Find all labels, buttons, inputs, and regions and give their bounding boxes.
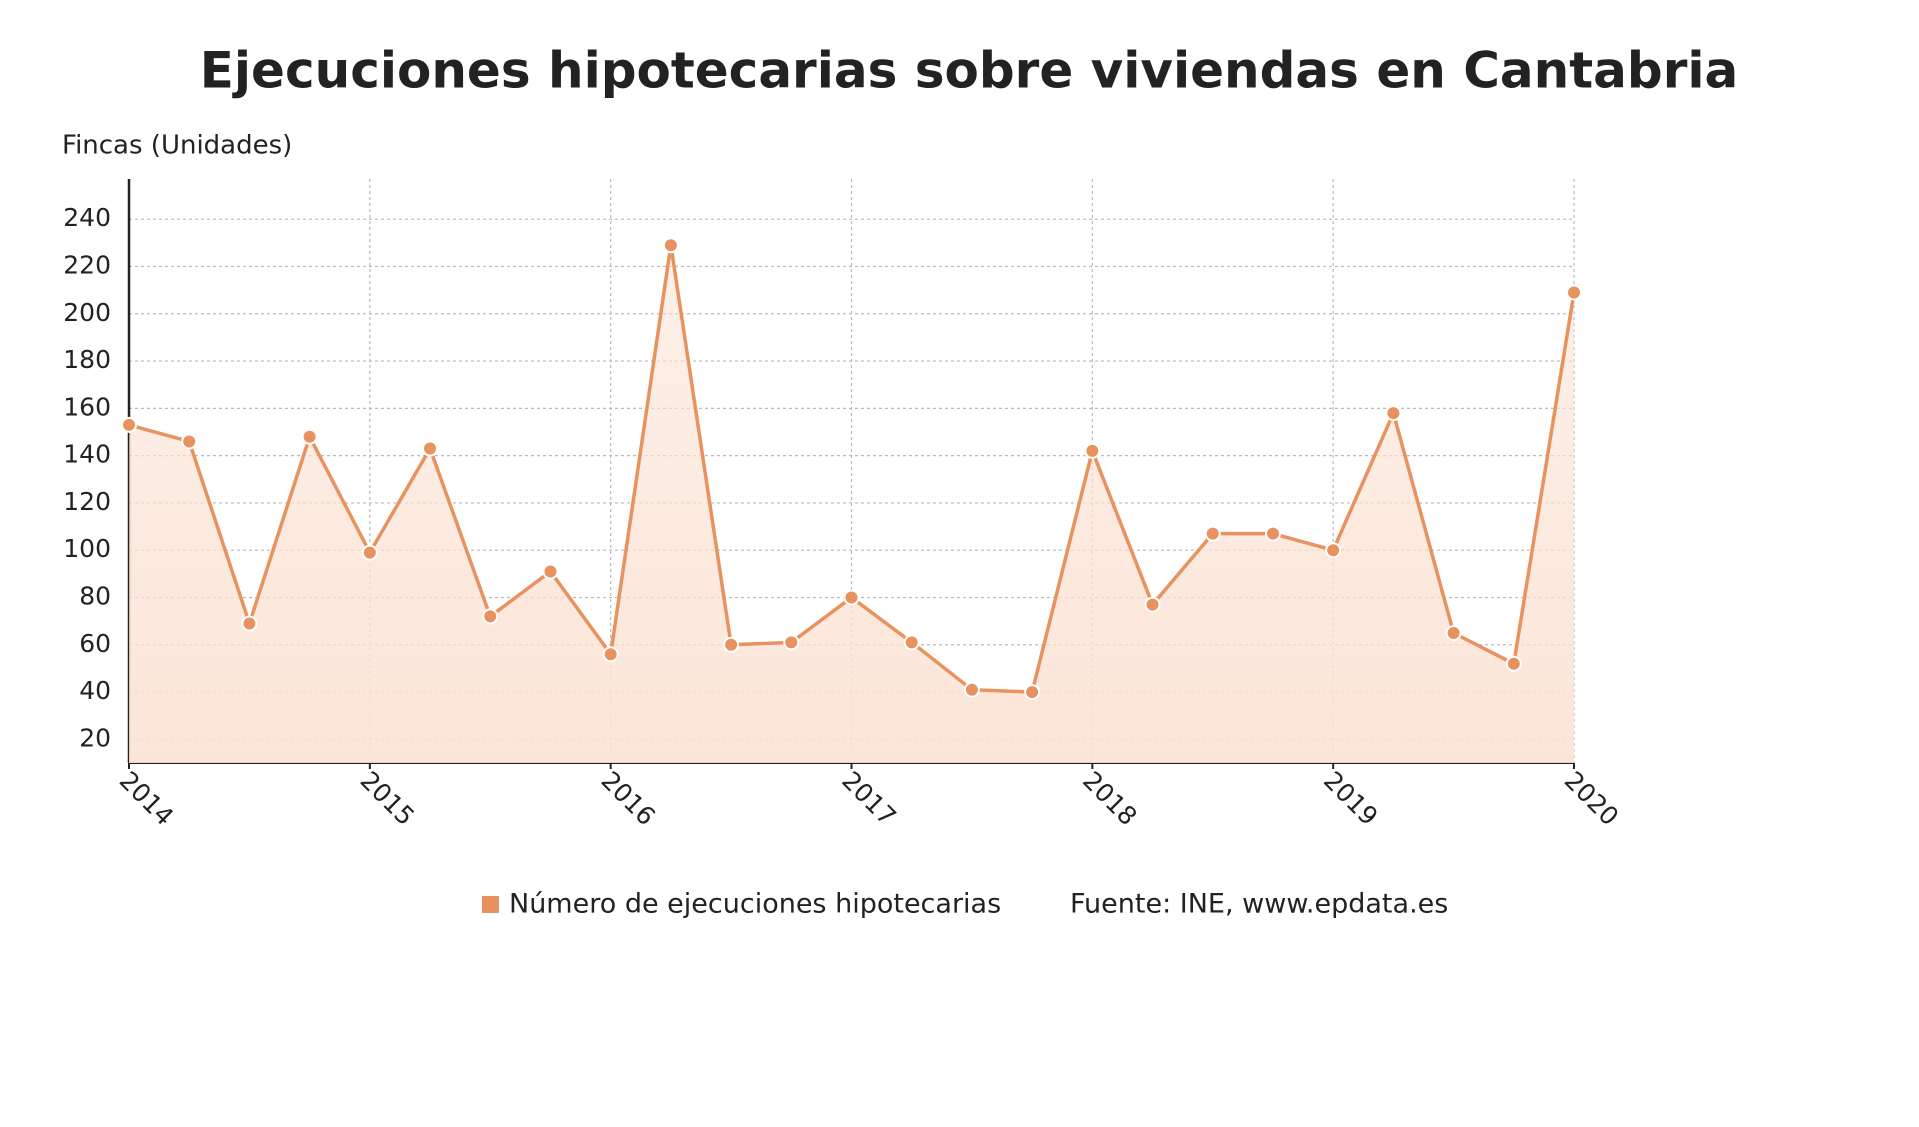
x-tick-label: 2020	[1559, 766, 1624, 831]
y-tick-label: 220	[63, 250, 111, 279]
point	[963, 681, 980, 698]
point	[903, 634, 920, 651]
point	[181, 433, 198, 450]
y-tick-label: 20	[79, 723, 111, 752]
x-tick-label: 2018	[1077, 766, 1142, 831]
point	[301, 428, 318, 445]
point	[662, 237, 679, 254]
y-tick-label: 240	[63, 203, 111, 232]
source: Fuente: INE, www.epdata.es	[1070, 889, 1448, 920]
y-tick-label: 160	[63, 392, 111, 421]
point	[121, 416, 137, 433]
point	[783, 634, 800, 651]
point	[422, 440, 439, 457]
point	[1024, 684, 1041, 701]
y-tick-label: 40	[79, 676, 111, 705]
x-tick-label: 2014	[114, 766, 179, 831]
plot-area: 20 40 60 80 100 120 140 160 180 200 220 240 2014 2015…	[63, 179, 1624, 831]
point	[241, 615, 258, 632]
y-tick-label: 200	[63, 298, 111, 327]
x-tick-label: 2017	[836, 766, 901, 831]
point	[602, 646, 619, 663]
y-tick-label: 80	[79, 581, 111, 610]
y-tick-label: 120	[63, 487, 111, 516]
y-axis-label: Fincas (Unidades)	[62, 131, 292, 161]
point	[1264, 525, 1281, 542]
legend-marker	[482, 896, 499, 913]
point	[1325, 542, 1342, 559]
point	[361, 544, 378, 561]
y-tick-label: 100	[63, 534, 111, 563]
point	[1204, 525, 1221, 542]
area	[129, 245, 1574, 764]
legend-label: Número de ejecuciones hipotecarias	[509, 889, 1001, 920]
point	[482, 608, 499, 625]
point	[723, 636, 740, 653]
point	[1084, 442, 1101, 459]
x-tick-label: 2015	[355, 766, 420, 831]
y-tick-label: 140	[63, 440, 111, 469]
point	[1445, 624, 1462, 641]
point	[1385, 405, 1402, 422]
point	[1505, 655, 1522, 672]
y-tick-label: 60	[79, 629, 111, 658]
point	[843, 589, 860, 606]
point	[1566, 284, 1582, 301]
chart-title: Ejecuciones hipotecarias sobre viviendas…	[200, 42, 1738, 100]
y-tick-label: 180	[63, 345, 111, 374]
point	[542, 563, 559, 580]
x-tick-label: 2016	[595, 766, 660, 831]
point	[1144, 596, 1161, 613]
x-tick-label: 2019	[1318, 766, 1383, 831]
